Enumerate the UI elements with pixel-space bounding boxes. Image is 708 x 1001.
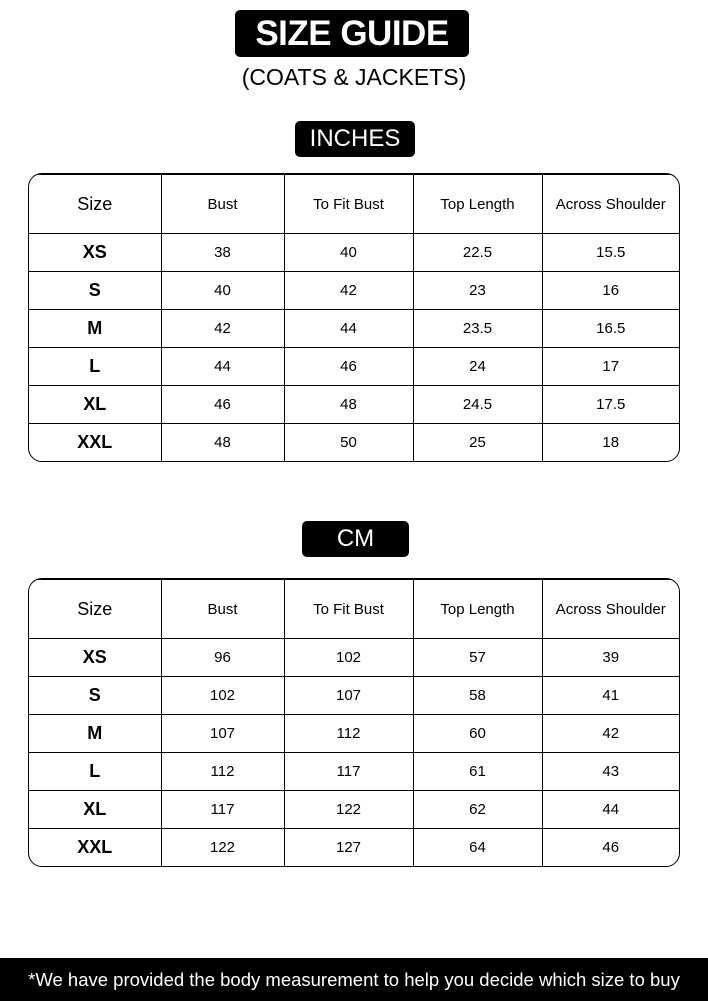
column-header: Size: [29, 579, 162, 639]
footer-note: *We have provided the body measurement t…: [0, 958, 708, 1001]
column-header: To Fit Bust: [283, 174, 414, 234]
column-header: Top Length: [412, 174, 543, 234]
measurement-cell: 46: [283, 347, 414, 386]
measurement-cell: 50: [283, 423, 414, 461]
table-row: L 44 46 24 17: [29, 347, 679, 386]
measurement-cell: 24.5: [412, 385, 543, 424]
size-cell: S: [29, 271, 162, 310]
size-cell: XL: [29, 385, 162, 424]
column-header: Size: [29, 174, 162, 234]
measurement-cell: 25: [412, 423, 543, 461]
measurement-cell: 122: [160, 828, 285, 866]
column-header: Across Shoulder: [541, 579, 679, 639]
measurement-cell: 42: [160, 309, 285, 348]
measurement-cell: 96: [160, 638, 285, 677]
table-row: M 107 112 60 42: [29, 714, 679, 753]
measurement-cell: 39: [541, 638, 679, 677]
measurement-cell: 18: [541, 423, 679, 461]
measurement-cell: 57: [412, 638, 543, 677]
inches-section-label: INCHES: [295, 121, 415, 157]
measurement-cell: 41: [541, 676, 679, 715]
table-row: XL 46 48 24.5 17.5: [29, 385, 679, 424]
size-cell: M: [29, 309, 162, 348]
measurement-cell: 38: [160, 233, 285, 272]
table-row: S 40 42 23 16: [29, 271, 679, 310]
measurement-cell: 107: [283, 676, 414, 715]
size-cell: L: [29, 347, 162, 386]
measurement-cell: 112: [160, 752, 285, 791]
measurement-cell: 40: [160, 271, 285, 310]
measurement-cell: 16: [541, 271, 679, 310]
cm-section-label: CM: [302, 521, 409, 557]
column-header: Top Length: [412, 579, 543, 639]
measurement-cell: 17.5: [541, 385, 679, 424]
measurement-cell: 16.5: [541, 309, 679, 348]
measurement-cell: 102: [160, 676, 285, 715]
size-cell: L: [29, 752, 162, 791]
size-cell: XXL: [29, 423, 162, 461]
measurement-cell: 46: [160, 385, 285, 424]
measurement-cell: 107: [160, 714, 285, 753]
size-cell: M: [29, 714, 162, 753]
measurement-cell: 122: [283, 790, 414, 829]
table-header-row: Size Bust To Fit Bust Top Length Across Shou…: [29, 579, 679, 639]
measurement-cell: 60: [412, 714, 543, 753]
measurement-cell: 117: [160, 790, 285, 829]
measurement-cell: 48: [160, 423, 285, 461]
table-row: M 42 44 23.5 16.5: [29, 309, 679, 348]
measurement-cell: 112: [283, 714, 414, 753]
measurement-cell: 62: [412, 790, 543, 829]
table-header-row: Size Bust To Fit Bust Top Length Across Shou…: [29, 174, 679, 234]
measurement-cell: 42: [541, 714, 679, 753]
measurement-cell: 46: [541, 828, 679, 866]
size-cell: XS: [29, 638, 162, 677]
measurement-cell: 40: [283, 233, 414, 272]
measurement-cell: 44: [283, 309, 414, 348]
measurement-cell: 44: [541, 790, 679, 829]
size-cell: S: [29, 676, 162, 715]
table-row: L 112 117 61 43: [29, 752, 679, 791]
column-header: Across Shoulder: [541, 174, 679, 234]
table-row: XS 96 102 57 39: [29, 638, 679, 677]
column-header: Bust: [160, 174, 285, 234]
measurement-cell: 23.5: [412, 309, 543, 348]
measurement-cell: 127: [283, 828, 414, 866]
inches-size-table: Size Bust To Fit Bust Top Length Across Shou…: [28, 173, 680, 462]
measurement-cell: 102: [283, 638, 414, 677]
measurement-cell: 117: [283, 752, 414, 791]
measurement-cell: 44: [160, 347, 285, 386]
measurement-cell: 61: [412, 752, 543, 791]
column-header: To Fit Bust: [283, 579, 414, 639]
column-header: Bust: [160, 579, 285, 639]
size-cell: XXL: [29, 828, 162, 866]
measurement-cell: 64: [412, 828, 543, 866]
table-row: XS 38 40 22.5 15.5: [29, 233, 679, 272]
size-cell: XL: [29, 790, 162, 829]
table-row: XL 117 122 62 44: [29, 790, 679, 829]
page-subtitle: (COATS & JACKETS): [241, 64, 467, 90]
measurement-cell: 23: [412, 271, 543, 310]
cm-size-table: Size Bust To Fit Bust Top Length Across Shou…: [28, 578, 680, 867]
page-title: SIZE GUIDE: [235, 10, 469, 57]
table-row: S 102 107 58 41: [29, 676, 679, 715]
measurement-cell: 15.5: [541, 233, 679, 272]
measurement-cell: 17: [541, 347, 679, 386]
measurement-cell: 22.5: [412, 233, 543, 272]
table-row: XXL 122 127 64 46: [29, 828, 679, 866]
measurement-cell: 43: [541, 752, 679, 791]
size-cell: XS: [29, 233, 162, 272]
measurement-cell: 24: [412, 347, 543, 386]
measurement-cell: 48: [283, 385, 414, 424]
table-row: XXL 48 50 25 18: [29, 423, 679, 461]
measurement-cell: 58: [412, 676, 543, 715]
measurement-cell: 42: [283, 271, 414, 310]
